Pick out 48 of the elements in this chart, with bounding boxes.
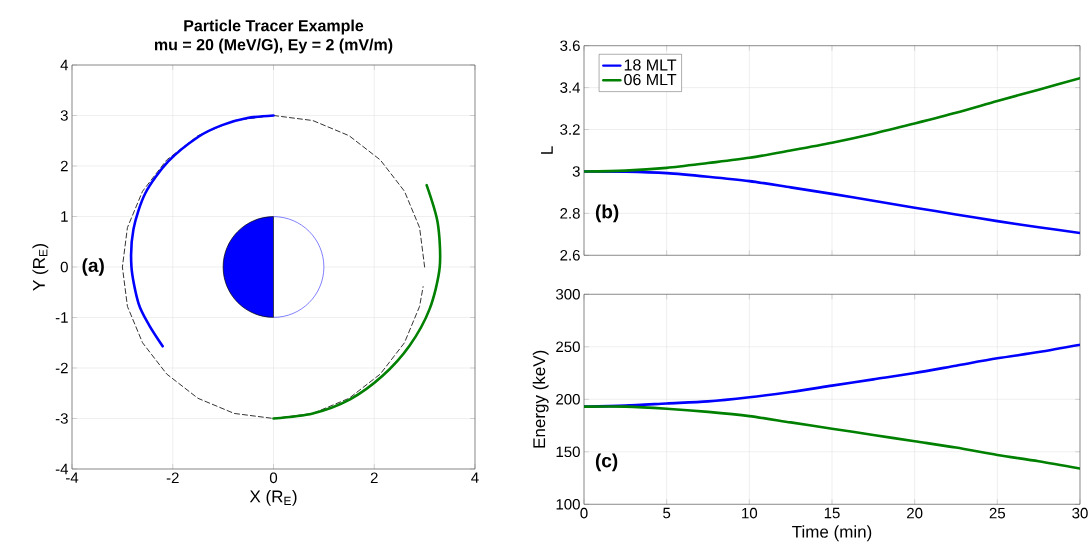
line-series	[584, 405, 1080, 470]
y-axis-title: Y (R$_{E}$)	[32, 244, 49, 291]
y-tick-label: 3.2	[560, 124, 580, 135]
y-tick-label: 0	[60, 261, 68, 273]
y-axis-title: L	[541, 146, 553, 154]
y-axis-title: Energy (keV)	[532, 350, 549, 448]
y-tick-label: 250	[556, 341, 580, 353]
y-tick-label: 2.6	[560, 249, 580, 261]
y-tick-label: 3.6	[560, 40, 580, 51]
x-tick-label: 2	[370, 472, 378, 483]
y-tick-label: 100	[556, 498, 580, 510]
y-tick-label: -2	[55, 362, 68, 374]
x-tick-label: 30	[1072, 507, 1088, 519]
x-tick-label: 0	[269, 472, 278, 484]
x-tick-label: -2	[166, 472, 179, 483]
annotation: (a)	[82, 258, 104, 276]
x-tick-label: 20	[907, 507, 923, 519]
y-tick-label: 3	[572, 166, 580, 177]
annotation: (b)	[595, 204, 619, 223]
line-series	[121, 115, 426, 419]
x-tick-label: 25	[989, 507, 1006, 519]
chart-title: Particle Tracer Example	[184, 19, 364, 35]
y-tick-label: -1	[55, 312, 68, 323]
x-axis-title: Time (min)	[792, 525, 872, 542]
legend-label: 18 MLT	[624, 59, 677, 71]
x-tick-label: 5	[663, 507, 671, 519]
x-axis-title: X (R$_{E}$)	[249, 490, 297, 506]
annotation: (c)	[595, 453, 618, 472]
y-tick-label: 3.4	[560, 82, 581, 93]
x-tick-label: 15	[824, 507, 840, 519]
y-tick-label: 150	[556, 446, 580, 458]
y-tick-label: 4	[60, 59, 69, 71]
line-series	[272, 183, 442, 420]
x-tick-label: 0	[580, 507, 588, 519]
x-tick-label: 10	[742, 507, 758, 519]
y-tick-label: 200	[556, 393, 580, 405]
y-tick-label: -3	[55, 413, 68, 424]
x-tick-label: 4	[471, 472, 479, 483]
y-tick-label: 2.8	[560, 208, 580, 219]
y-tick-label: -4	[55, 463, 69, 475]
y-tick-label: 300	[556, 288, 580, 300]
line-series	[129, 114, 275, 348]
chart-subtitle: mu = 20 (MeV/G), Ey = 2 (mV/m)	[154, 38, 393, 54]
y-tick-label: 3	[60, 110, 68, 121]
y-tick-label: 1	[61, 211, 68, 222]
line-series	[584, 76, 1080, 173]
y-tick-label: 2	[60, 160, 68, 172]
legend-label: 06 MLT	[624, 73, 677, 86]
